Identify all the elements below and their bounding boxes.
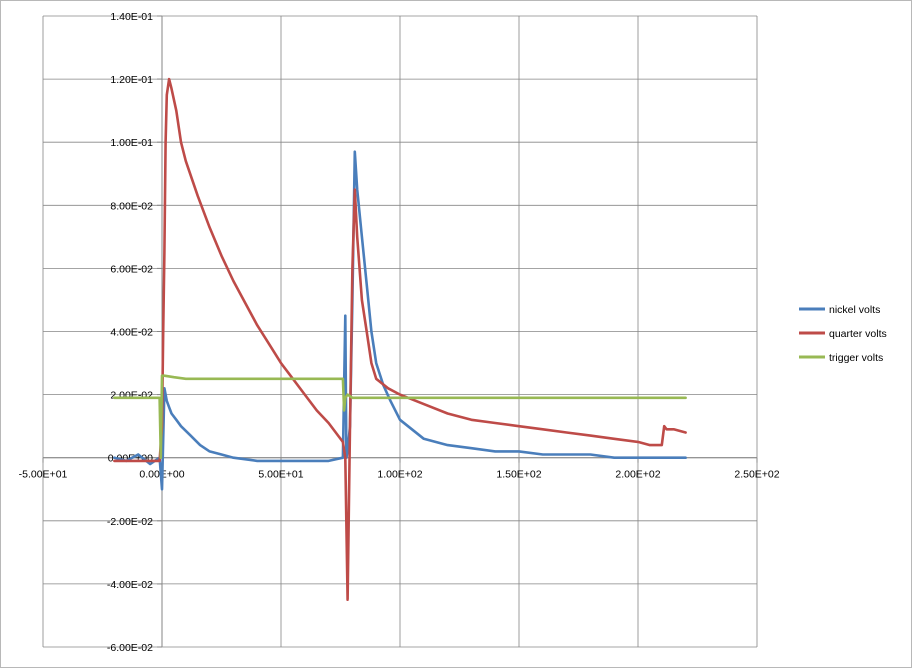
y-tick-label: 1.40E-01: [110, 11, 153, 23]
y-tick-label: -4.00E-02: [107, 579, 153, 591]
y-tick-label: -2.00E-02: [107, 516, 153, 528]
legend-label: nickel volts: [829, 304, 880, 316]
legend-label: trigger volts: [829, 352, 883, 364]
axes: -6.00E-02-4.00E-02-2.00E-020.00E+002.00E…: [19, 11, 780, 654]
series-line-nickel-volts: [113, 150, 687, 491]
x-tick-label: 2.00E+02: [615, 469, 660, 481]
x-tick-label: 1.50E+02: [496, 469, 541, 481]
y-tick-label: 8.00E-02: [110, 200, 153, 212]
y-tick-label: 1.00E-01: [110, 137, 153, 149]
legend: nickel volts quarter volts trigger volts: [799, 304, 887, 364]
y-tick-label: 4.00E-02: [110, 327, 153, 339]
y-tick-label: 1.20E-01: [110, 74, 153, 86]
y-tick-label: 6.00E-02: [110, 263, 153, 275]
x-tick-label: 1.00E+02: [377, 469, 422, 481]
series-line-quarter-volts: [113, 77, 687, 601]
x-tick-label: 5.00E+01: [258, 469, 303, 481]
legend-label: quarter volts: [829, 328, 887, 340]
x-tick-label: 2.50E+02: [734, 469, 779, 481]
y-tick-label: 2.00E-02: [110, 390, 153, 402]
series-lines: [113, 77, 687, 601]
series-line-trigger-volts: [113, 374, 687, 459]
y-tick-label: -6.00E-02: [107, 642, 153, 654]
x-tick-label: -5.00E+01: [19, 469, 68, 481]
